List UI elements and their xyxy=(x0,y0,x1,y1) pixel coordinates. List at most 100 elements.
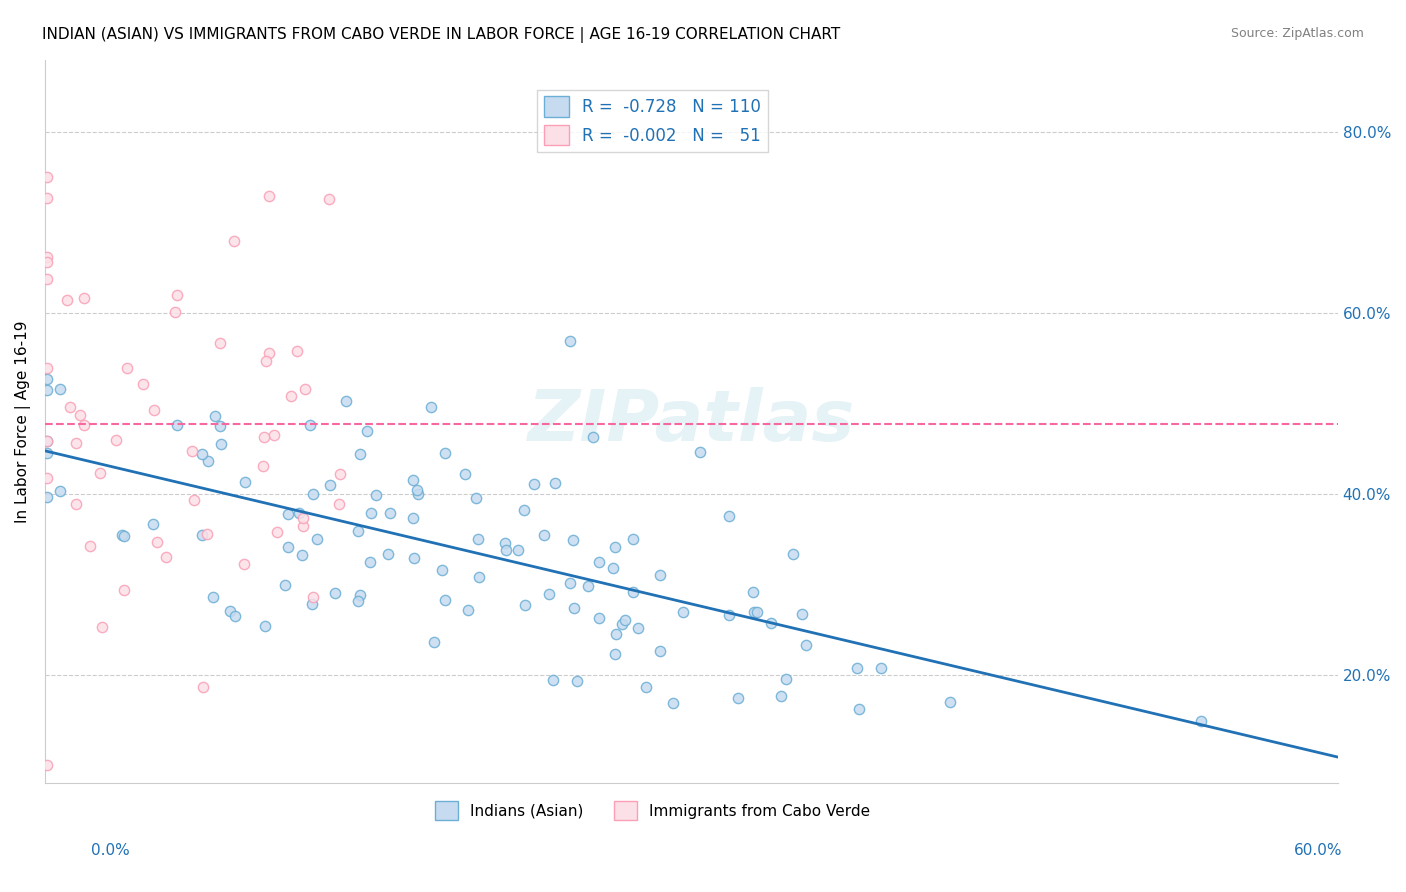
Point xyxy=(621,532,644,546)
Point xyxy=(541,673,564,688)
Point xyxy=(142,517,165,532)
Point xyxy=(432,563,454,577)
Point xyxy=(323,585,346,599)
Point xyxy=(146,534,169,549)
Point xyxy=(506,543,529,558)
Point xyxy=(202,590,225,604)
Point xyxy=(582,430,605,444)
Point xyxy=(294,382,316,396)
Point xyxy=(285,344,308,359)
Point xyxy=(613,613,636,627)
Point xyxy=(56,293,79,307)
Point xyxy=(209,335,232,350)
Point xyxy=(65,497,87,511)
Text: INDIAN (ASIAN) VS IMMIGRANTS FROM CABO VERDE IN LABOR FORCE | AGE 16-19 CORRELAT: INDIAN (ASIAN) VS IMMIGRANTS FROM CABO V… xyxy=(42,27,841,43)
Point xyxy=(347,594,370,608)
Point xyxy=(274,577,297,591)
Point xyxy=(467,533,489,547)
Point xyxy=(69,409,91,423)
Text: Source: ZipAtlas.com: Source: ZipAtlas.com xyxy=(1230,27,1364,40)
Point xyxy=(35,446,58,460)
Point xyxy=(263,428,285,442)
Point xyxy=(302,590,325,604)
Point xyxy=(364,488,387,502)
Point xyxy=(558,576,581,591)
Point xyxy=(35,360,58,375)
Point xyxy=(636,681,658,695)
Point xyxy=(465,491,488,506)
Point xyxy=(72,418,94,433)
Point xyxy=(406,483,429,498)
Point xyxy=(224,608,246,623)
Point xyxy=(454,467,477,481)
Point xyxy=(165,304,187,318)
Point xyxy=(329,467,352,481)
Point xyxy=(35,490,58,504)
Point xyxy=(301,486,323,500)
Point xyxy=(576,579,599,593)
Point xyxy=(564,601,586,615)
Point xyxy=(307,532,329,546)
Point xyxy=(224,234,246,248)
Point xyxy=(349,447,371,461)
Point xyxy=(105,434,128,448)
Point xyxy=(204,409,226,424)
Point xyxy=(558,334,581,348)
Point xyxy=(848,702,870,716)
Point xyxy=(770,690,793,704)
Point xyxy=(35,372,58,386)
Point xyxy=(377,547,399,561)
Point xyxy=(35,384,58,398)
Point xyxy=(291,549,314,563)
Point xyxy=(742,584,765,599)
Point xyxy=(744,605,766,619)
Point xyxy=(292,519,315,533)
Point xyxy=(538,587,561,601)
Point xyxy=(718,607,741,622)
Point xyxy=(360,506,382,520)
Point xyxy=(610,617,633,632)
Point xyxy=(209,418,232,433)
Point xyxy=(35,434,58,448)
Point xyxy=(402,473,425,487)
Point xyxy=(650,644,672,658)
Point xyxy=(254,353,277,368)
Point xyxy=(191,528,214,542)
Text: 60.0%: 60.0% xyxy=(1295,843,1343,858)
Point xyxy=(166,288,188,302)
Point xyxy=(183,493,205,508)
Point xyxy=(252,459,274,474)
Point xyxy=(747,605,769,619)
Point xyxy=(166,417,188,432)
Point xyxy=(112,529,135,543)
Point xyxy=(277,540,299,554)
Point xyxy=(253,430,276,444)
Text: 0.0%: 0.0% xyxy=(91,843,131,858)
Point xyxy=(627,621,650,635)
Point xyxy=(89,466,111,480)
Point xyxy=(254,619,277,633)
Point xyxy=(155,550,177,565)
Point xyxy=(513,598,536,612)
Point xyxy=(602,561,624,575)
Point xyxy=(197,454,219,468)
Point xyxy=(79,539,101,553)
Point xyxy=(277,508,299,522)
Point xyxy=(115,361,138,376)
Point xyxy=(112,582,135,597)
Point xyxy=(423,635,446,649)
Point xyxy=(191,680,214,694)
Point xyxy=(870,661,893,675)
Point xyxy=(319,478,342,492)
Point xyxy=(434,446,457,460)
Point xyxy=(717,509,740,524)
Point xyxy=(727,690,749,705)
Point xyxy=(672,605,695,619)
Point xyxy=(257,346,280,360)
Point xyxy=(233,557,256,571)
Point xyxy=(288,507,311,521)
Point xyxy=(359,555,381,569)
Point xyxy=(180,443,202,458)
Point xyxy=(35,272,58,286)
Point xyxy=(404,550,426,565)
